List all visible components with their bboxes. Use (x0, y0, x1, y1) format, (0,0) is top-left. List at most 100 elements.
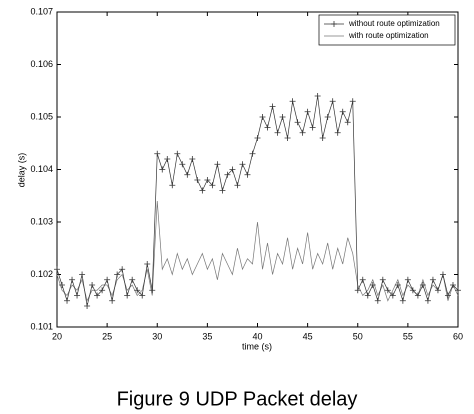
marker (449, 282, 456, 288)
marker (434, 287, 441, 294)
y-tick-label: 0.107 (30, 6, 53, 16)
x-tick-label: 55 (403, 331, 413, 341)
y-tick-label: 0.101 (30, 321, 53, 331)
marker (424, 297, 431, 304)
marker (189, 156, 196, 162)
marker (204, 177, 211, 183)
x-tick-label: 25 (102, 331, 112, 341)
marker (104, 276, 111, 283)
marker (359, 276, 366, 283)
marker (389, 292, 396, 299)
marker (179, 161, 186, 168)
marker (164, 156, 171, 162)
y-tick-label: 0.105 (30, 111, 53, 121)
marker (244, 171, 251, 178)
marker (99, 287, 106, 294)
marker (194, 177, 201, 183)
marker (419, 282, 426, 288)
marker (309, 124, 316, 131)
marker (254, 135, 261, 141)
marker (349, 98, 356, 105)
marker (455, 287, 461, 294)
legend-box (318, 14, 456, 46)
marker (364, 292, 371, 299)
marker (394, 282, 401, 288)
y-tick-label: 0.102 (30, 269, 53, 279)
marker (59, 282, 66, 288)
marker (334, 129, 341, 136)
marker (409, 287, 416, 294)
marker (149, 287, 156, 294)
x-tick-label: 20 (52, 331, 62, 341)
marker (209, 182, 216, 189)
marker (214, 161, 221, 168)
marker (69, 276, 76, 283)
marker (79, 271, 86, 278)
marker (284, 135, 291, 141)
marker (159, 166, 166, 173)
marker (114, 271, 121, 278)
x-tick-label: 50 (353, 331, 363, 341)
marker (289, 98, 296, 105)
marker (109, 297, 116, 304)
marker (154, 150, 161, 157)
marker (324, 114, 331, 120)
marker (369, 282, 376, 288)
x-tick-label: 35 (202, 331, 212, 341)
marker (89, 282, 96, 288)
marker (344, 119, 351, 126)
marker (329, 98, 336, 105)
marker (399, 297, 406, 304)
caption: Figure 9 UDP Packet delay (117, 388, 358, 410)
x-tick-label: 45 (303, 331, 313, 341)
y-tick-label: 0.104 (30, 164, 53, 174)
marker (429, 276, 436, 283)
marker (269, 103, 276, 110)
x-tick-label: 40 (252, 331, 262, 341)
marker (224, 171, 231, 178)
marker (84, 303, 91, 309)
x-axis-label: time (s) (242, 341, 272, 351)
marker (199, 187, 206, 194)
marker (354, 287, 361, 294)
marker (74, 292, 81, 299)
marker (234, 182, 241, 189)
marker (264, 124, 271, 131)
y-tick-label: 0.106 (30, 59, 53, 69)
marker (439, 271, 446, 278)
marker (319, 135, 326, 141)
legend-label: with route optimization (348, 31, 429, 40)
marker (124, 292, 131, 299)
marker (64, 297, 71, 304)
marker (169, 182, 176, 189)
marker (314, 93, 321, 99)
marker (54, 266, 60, 273)
legend-label: without route optimization (348, 19, 440, 28)
marker (134, 287, 141, 294)
x-tick-label: 30 (152, 331, 162, 341)
marker (184, 171, 191, 178)
marker (144, 261, 151, 267)
marker (304, 108, 311, 115)
marker (279, 114, 286, 120)
marker (299, 129, 306, 136)
marker (129, 276, 136, 283)
marker (174, 150, 181, 157)
marker (249, 150, 256, 157)
marker (259, 114, 266, 120)
marker (239, 161, 246, 168)
marker (274, 129, 281, 136)
y-axis-label: delay (s) (16, 153, 26, 188)
marker (404, 276, 411, 283)
marker (139, 292, 146, 299)
marker (94, 292, 101, 299)
marker (384, 287, 391, 294)
marker (414, 292, 421, 299)
marker (374, 297, 381, 304)
marker (229, 166, 236, 173)
marker (379, 276, 386, 283)
y-tick-label: 0.103 (30, 216, 53, 226)
marker (294, 119, 301, 126)
marker (339, 108, 346, 115)
